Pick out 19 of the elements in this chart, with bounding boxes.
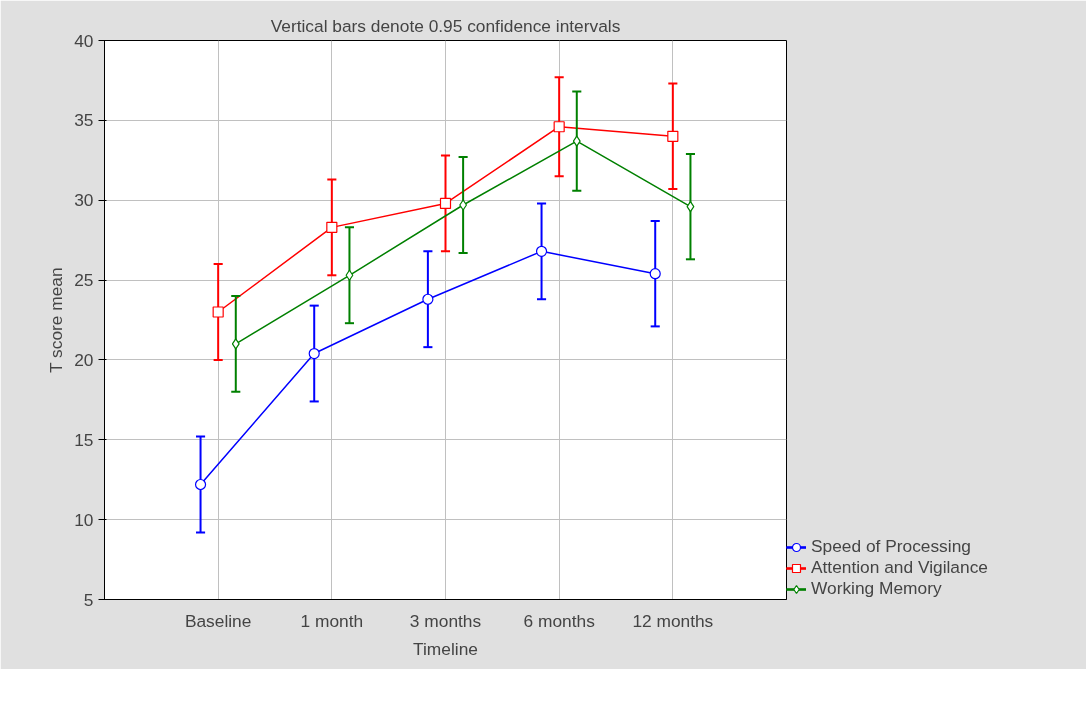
y-tick-label: 20 (74, 349, 94, 370)
x-axis-title: Timeline (413, 638, 478, 659)
y-tick-label: 10 (74, 509, 94, 530)
y-tick-label: 15 (74, 429, 94, 450)
x-tick-label: 6 months (523, 610, 596, 631)
y-tick-label: 25 (74, 270, 94, 291)
x-tick-label: 1 month (300, 610, 364, 631)
legend-label: Working Memory (811, 578, 942, 599)
y-tick-label: 30 (74, 190, 94, 211)
y-tick-label: 5 (83, 589, 94, 610)
y-axis-title: T score mean (46, 267, 67, 373)
y-tick-label: 40 (74, 30, 94, 51)
x-tick-label: 3 months (409, 610, 482, 631)
legend-label: Speed of Processing (811, 536, 971, 557)
y-tick-label: 35 (74, 110, 94, 131)
legend-label: Attention and Vigilance (811, 557, 988, 578)
x-tick-label: Baseline (184, 610, 252, 631)
chart-title: Vertical bars denote 0.95 confidence intervals (270, 15, 621, 36)
x-tick-label: 12 months (632, 610, 714, 631)
